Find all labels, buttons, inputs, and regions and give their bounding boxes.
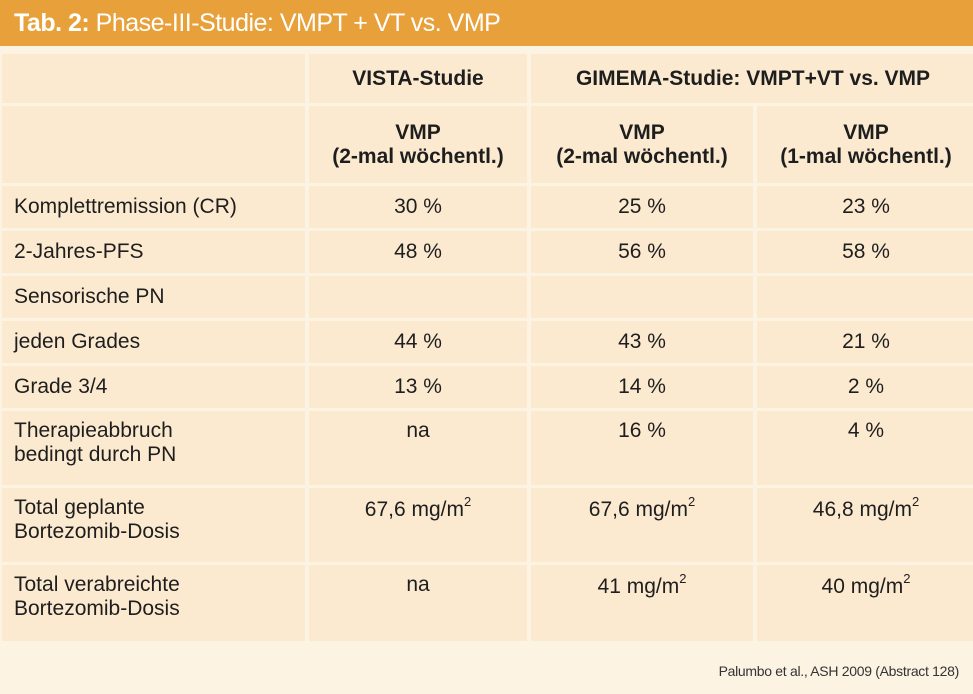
empty-corner-cell [2, 54, 305, 103]
row-value: 48 % [309, 231, 527, 273]
row-value: 21 % [757, 321, 973, 363]
row-value: 43 % [531, 321, 753, 363]
table-number: Tab. 2: [14, 9, 90, 37]
table-title: Tab. 2: Phase-III-Studie: VMPT + VT vs. … [0, 0, 973, 46]
row-label: Grade 3/4 [2, 366, 305, 408]
row-value: 67,6 mg/m2 [531, 488, 753, 562]
header-row-groups: VISTA-Studie GIMEMA-Studie: VMPT+VT vs. … [2, 54, 973, 103]
row-value: 16 % [531, 411, 753, 485]
subheader-col3: VMP (1-mal wöchentl.) [757, 106, 973, 183]
row-label: Total geplante Bortezomib-Dosis [2, 488, 305, 562]
row-value: 25 % [531, 186, 753, 228]
table-caption: Phase-III-Studie: VMPT + VT vs. VMP [95, 9, 501, 37]
table-row: Sensorische PN [2, 276, 973, 318]
table-row: Komplettremission (CR) 30 % 25 % 23 % [2, 186, 973, 228]
header-gimema: GIMEMA-Studie: VMPT+VT vs. VMP [531, 54, 973, 103]
header-vista: VISTA-Studie [309, 54, 527, 103]
row-value: 2 % [757, 366, 973, 408]
subheader-col2: VMP (2-mal wöchentl.) [531, 106, 753, 183]
row-value: 56 % [531, 231, 753, 273]
row-value [531, 276, 753, 318]
row-value: 41 mg/m2 [531, 565, 753, 641]
table-row: Grade 3/4 13 % 14 % 2 % [2, 366, 973, 408]
row-label: Komplettremission (CR) [2, 186, 305, 228]
table-row: 2-Jahres-PFS 48 % 56 % 58 % [2, 231, 973, 273]
row-label: 2-Jahres-PFS [2, 231, 305, 273]
results-table: VISTA-Studie GIMEMA-Studie: VMPT+VT vs. … [0, 51, 973, 644]
row-value: 23 % [757, 186, 973, 228]
table-row: Total geplante Bortezomib-Dosis 67,6 mg/… [2, 488, 973, 562]
row-value: 67,6 mg/m2 [309, 488, 527, 562]
row-value: 30 % [309, 186, 527, 228]
row-value: 46,8 mg/m2 [757, 488, 973, 562]
row-value: 44 % [309, 321, 527, 363]
table-row: jeden Grades 44 % 43 % 21 % [2, 321, 973, 363]
row-label: jeden Grades [2, 321, 305, 363]
header-row-sub: VMP (2-mal wöchentl.) VMP (2-mal wöchent… [2, 106, 973, 183]
table-row: Total verabreichte Bortezomib-Dosis na 4… [2, 565, 973, 641]
table-row: Therapieabbruch bedingt durch PN na 16 %… [2, 411, 973, 485]
row-value: 4 % [757, 411, 973, 485]
row-label: Total verabreichte Bortezomib-Dosis [2, 565, 305, 641]
row-label: Therapieabbruch bedingt durch PN [2, 411, 305, 485]
row-value [757, 276, 973, 318]
row-value: 14 % [531, 366, 753, 408]
row-value [309, 276, 527, 318]
row-value: na [309, 565, 527, 641]
row-value: 58 % [757, 231, 973, 273]
row-value: 40 mg/m2 [757, 565, 973, 641]
source-citation: Palumbo et al., ASH 2009 (Abstract 128) [718, 663, 960, 679]
empty-label-cell [2, 106, 305, 183]
subheader-col1: VMP (2-mal wöchentl.) [309, 106, 527, 183]
row-value: 13 % [309, 366, 527, 408]
row-value: na [309, 411, 527, 485]
row-label: Sensorische PN [2, 276, 305, 318]
